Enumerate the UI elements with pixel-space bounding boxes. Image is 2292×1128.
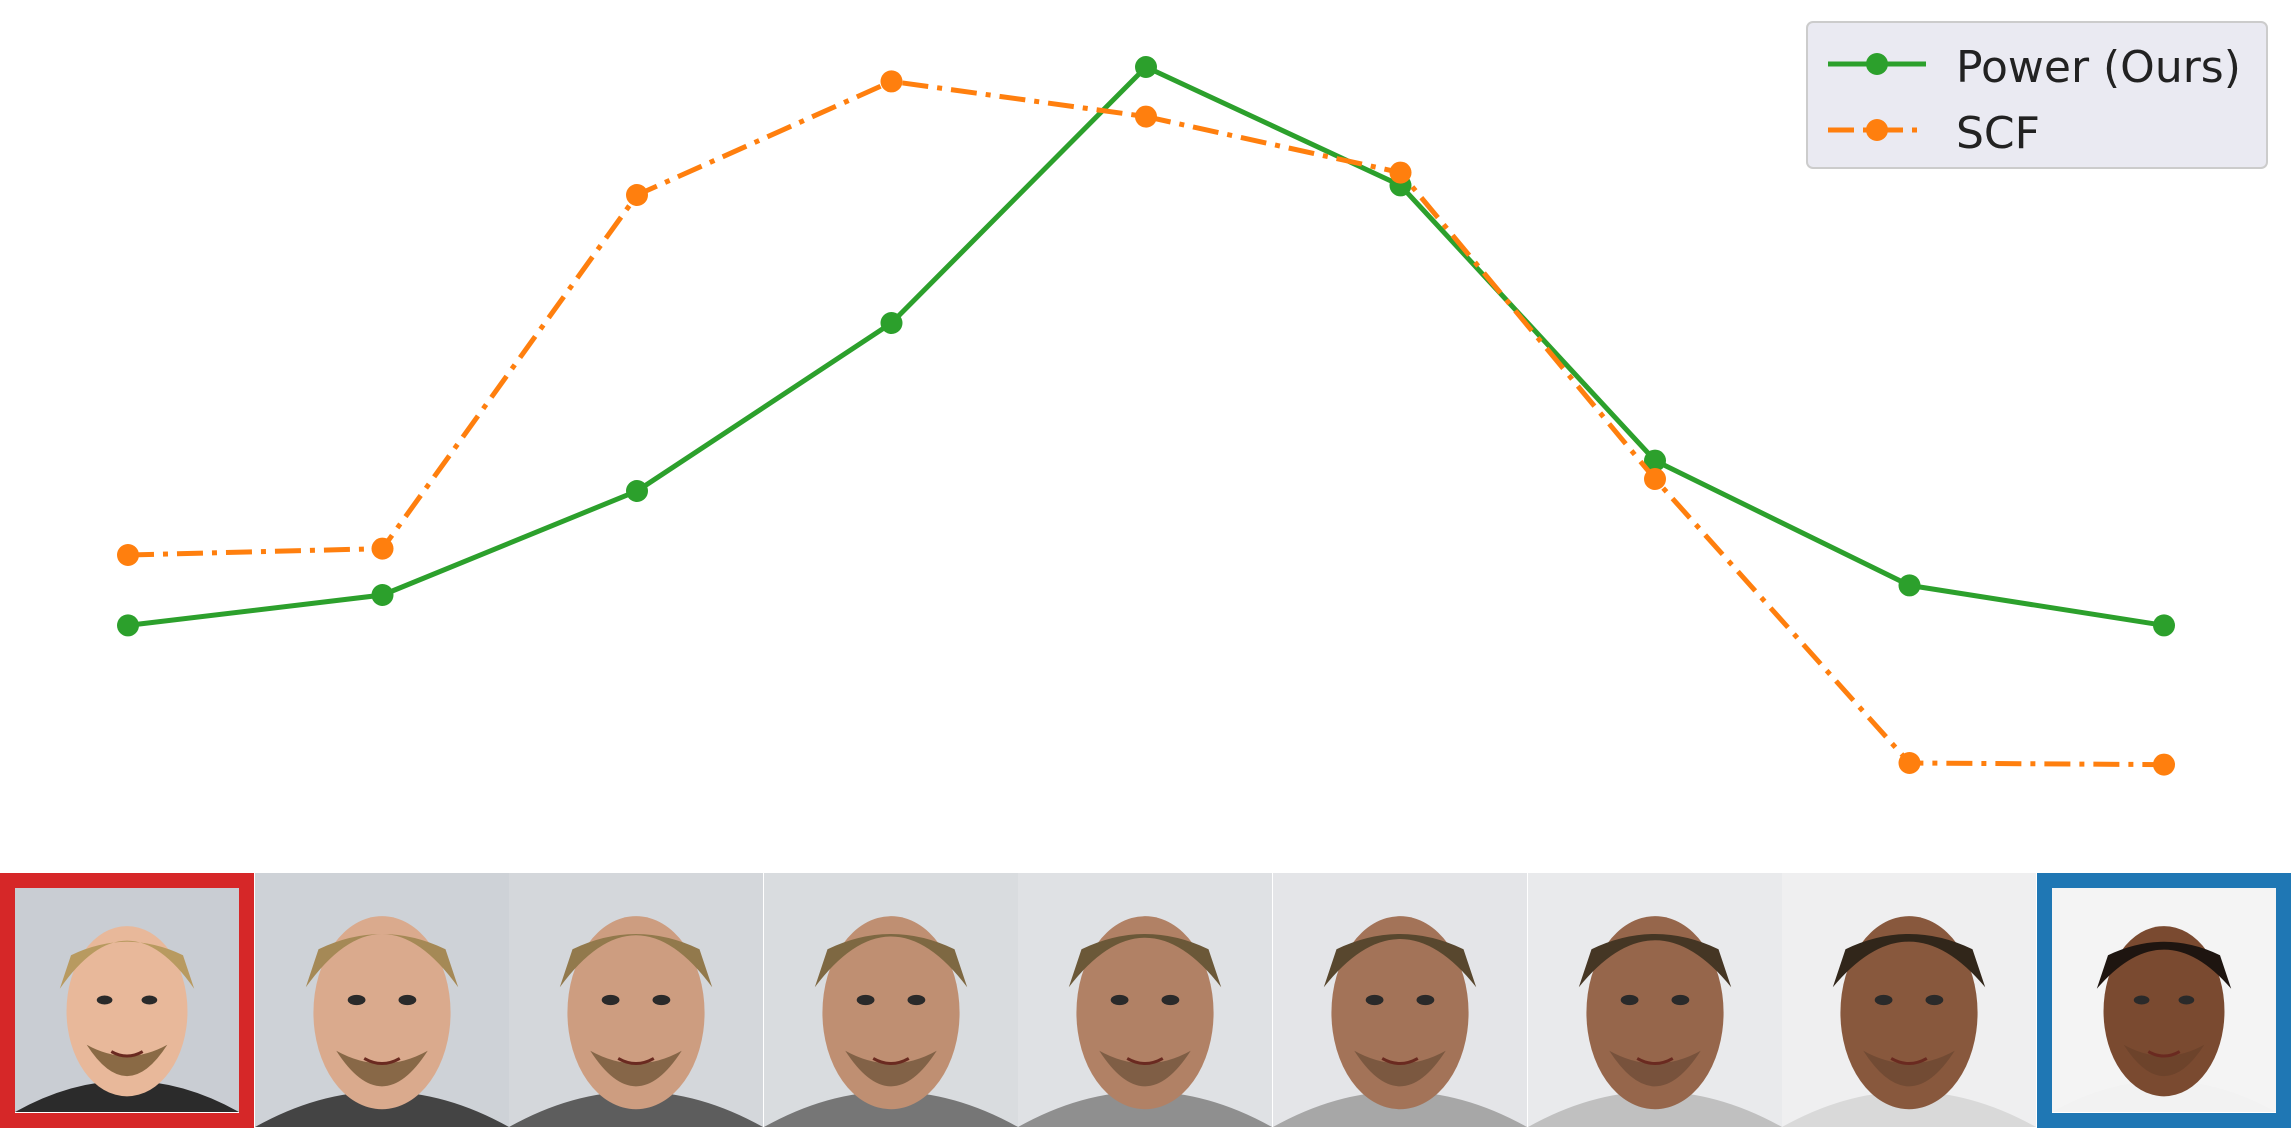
series-scf (117, 70, 2175, 776)
face-interp-thumbnail-4 (763, 873, 1018, 1128)
data-point-scf-1 (117, 544, 139, 566)
data-point-scf-5 (1135, 105, 1157, 128)
data-point-scf-8 (1898, 752, 1921, 774)
legend-label-scf: SCF (1956, 108, 2040, 159)
data-point-scf-7 (1644, 468, 1666, 490)
data-point-power-9 (2153, 614, 2175, 637)
face-interp-thumbnail-3 (509, 873, 764, 1128)
data-point-scf-2 (371, 537, 394, 560)
face-source-thumbnail-1 (0, 873, 254, 1128)
data-point-scf-4 (880, 70, 903, 93)
face-interp-thumbnail-2 (254, 873, 509, 1128)
legend-entry-power: Power (Ours) (1808, 34, 2266, 94)
data-point-scf-9 (2153, 753, 2175, 776)
data-point-power-1 (117, 614, 139, 637)
legend-label-power: Power (Ours) (1956, 42, 2241, 93)
face-interp-thumbnail-8 (1782, 873, 2037, 1128)
data-point-power-5 (1135, 56, 1157, 78)
legend-swatch-scf (1828, 119, 1926, 141)
face-interp-thumbnail-7 (1527, 873, 1782, 1128)
data-point-scf-6 (1389, 161, 1412, 184)
face-interp-thumbnail-5 (1018, 873, 1273, 1128)
face-target-thumbnail-9 (2036, 873, 2291, 1128)
face-interpolation-strip (0, 873, 2292, 1128)
series-layer (117, 56, 2175, 776)
data-point-power-8 (1898, 574, 1921, 597)
legend: Power (Ours) SCF (1806, 21, 2268, 169)
data-point-power-7 (1644, 449, 1666, 472)
series-line-scf (127, 78, 2165, 768)
data-point-scf-3 (626, 184, 648, 206)
data-point-power-3 (626, 480, 648, 502)
legend-entry-scf: SCF (1808, 100, 2266, 160)
data-point-power-2 (371, 584, 394, 606)
legend-swatch-power (1828, 53, 1926, 75)
line-chart (117, 56, 2175, 776)
data-point-power-4 (880, 312, 903, 334)
face-interp-thumbnail-6 (1273, 873, 1527, 1128)
